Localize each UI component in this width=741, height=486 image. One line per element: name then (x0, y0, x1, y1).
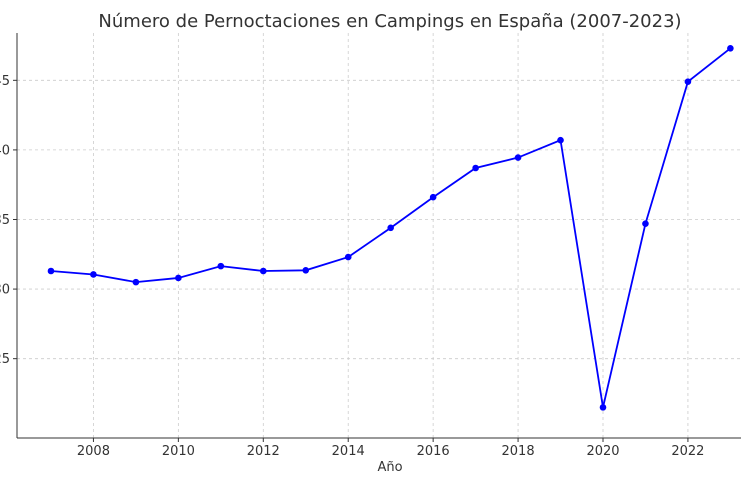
data-point (727, 45, 734, 52)
data-point (132, 278, 140, 286)
data-point (175, 274, 182, 282)
x-tick-label: 2020 (586, 444, 619, 459)
x-tick-label: 2018 (502, 444, 535, 459)
data-point (599, 404, 607, 411)
data-point (259, 267, 267, 275)
y-tick-label: 25 (0, 352, 10, 367)
x-tick-label: 2012 (247, 444, 280, 459)
x-tick-label: 2008 (77, 444, 110, 459)
data-point (557, 136, 564, 144)
y-tick-label: 45 (0, 74, 10, 89)
data-point (47, 267, 55, 275)
data-point (387, 224, 394, 232)
data-point (429, 193, 437, 201)
axes-layer: 2008 2010 2012 2014 2016 2018 2020 2022 25 30 35 40… (0, 33, 741, 459)
x-tick-label: 2022 (671, 444, 704, 459)
x-tick-label: 2014 (332, 444, 365, 459)
y-tick-label: 40 (0, 143, 10, 158)
y-tick-label: 30 (0, 283, 10, 298)
data-point (514, 154, 522, 161)
data-point (642, 220, 649, 227)
x-axis-label: Año (377, 460, 402, 475)
y-tick-label: 35 (0, 213, 10, 228)
data-point (217, 262, 225, 270)
data-point (684, 78, 692, 86)
data-point (472, 164, 479, 172)
data-point (90, 271, 97, 278)
series-layer (47, 45, 734, 411)
data-point (344, 253, 352, 261)
data-point (302, 266, 310, 274)
x-tick-label: 2010 (162, 444, 195, 459)
grid-layer (17, 33, 741, 438)
x-tick-label: 2016 (417, 444, 450, 459)
chart-title: Número de Pernoctaciones en Campings en … (98, 11, 681, 32)
